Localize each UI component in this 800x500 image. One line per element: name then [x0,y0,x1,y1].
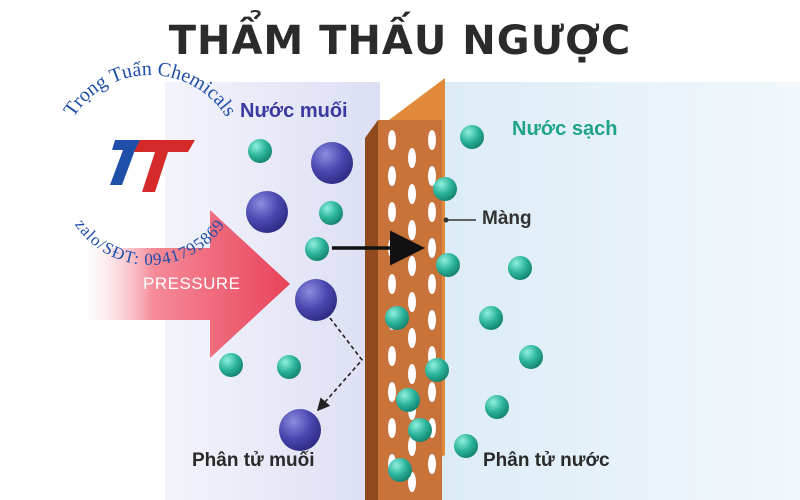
membrane-pore [428,202,436,222]
clean-water-region [440,82,800,500]
membrane-pore [388,418,396,438]
pressure-label: PRESSURE [143,274,241,293]
water-molecule [460,125,484,149]
membrane-pore [408,472,416,492]
water-molecule [388,458,412,482]
water-molecule [385,306,409,330]
water-molecule [396,388,420,412]
water-molecule [305,237,329,261]
trong-tuan-logo-icon [110,140,195,192]
membrane-pore [408,436,416,456]
membrane-pore [428,274,436,294]
water-molecule [519,345,543,369]
membrane-pore [388,202,396,222]
pressure-arrow [80,210,290,358]
membrane-pore [388,382,396,402]
water-molecule [248,139,272,163]
salt-ion [279,409,321,451]
water-molecule [408,418,432,442]
membrane-pore [428,130,436,150]
salt-water-label: Nước muối [240,100,348,122]
water-molecule [433,177,457,201]
membrane-pointer-dot [443,217,449,223]
water-molecule [479,306,503,330]
water-molecule [219,353,243,377]
salt-ion [311,142,353,184]
water-molecule [485,395,509,419]
water-molecule [508,256,532,280]
membrane-pore [408,328,416,348]
membrane-pore [388,166,396,186]
salt-ion [246,191,288,233]
membrane-pore [388,274,396,294]
water-molecule [425,358,449,382]
clean-water-label: Nước sạch [512,118,618,140]
salt-rejection-arrow [316,317,364,412]
membrane-pore [388,346,396,366]
membrane-pore [428,382,436,402]
membrane-pore [408,148,416,168]
membrane-pore [408,256,416,276]
membrane-pore [408,220,416,240]
membrane-pore [388,130,396,150]
water-molecule [454,434,478,458]
water-molecule [277,355,301,379]
salt-molecule-label: Phân tử muối [192,450,315,471]
membrane-label: Màng [482,208,532,229]
membrane-pore [428,238,436,258]
page-title: THẨM THẤU NGƯỢC [168,18,632,64]
membrane-pore [408,292,416,312]
water-molecule [436,253,460,277]
salt-ion [295,279,337,321]
membrane-pore [428,310,436,330]
membrane-pore [408,184,416,204]
membrane-pore [408,364,416,384]
water-molecule [319,201,343,225]
water-molecule-label: Phân tử nước [483,450,610,471]
membrane [365,78,445,500]
membrane-pore [428,166,436,186]
membrane-pore [428,454,436,474]
